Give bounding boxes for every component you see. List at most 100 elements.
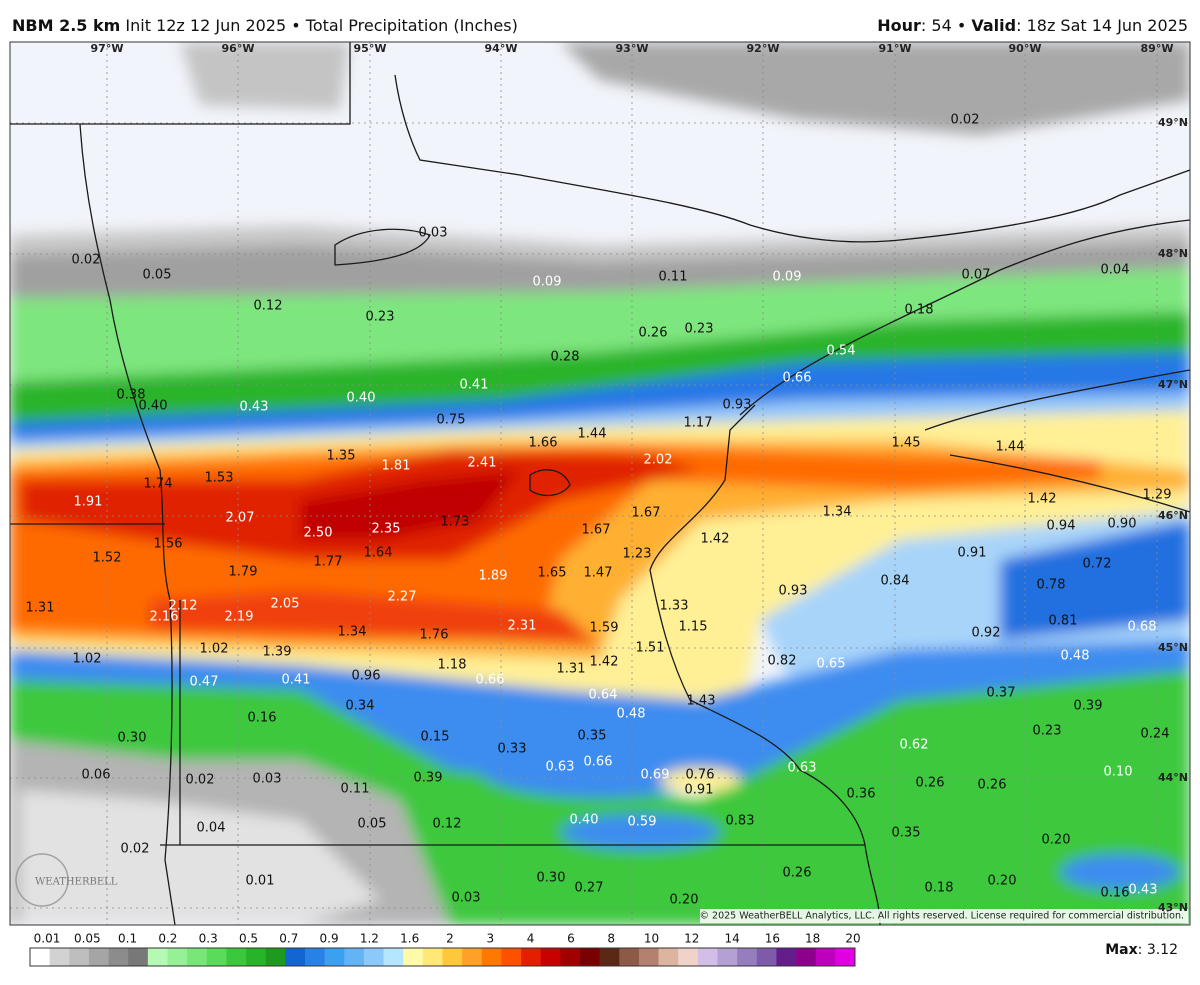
precip-value-label: 0.03 bbox=[253, 772, 282, 787]
precip-value-label: 0.76 bbox=[686, 768, 715, 783]
precip-value-label: 0.64 bbox=[589, 688, 618, 703]
precip-value-label: 0.02 bbox=[121, 842, 150, 857]
precip-value-label: 0.37 bbox=[987, 686, 1016, 701]
precip-value-label: 0.03 bbox=[452, 891, 481, 906]
precip-value-label: 0.66 bbox=[476, 673, 505, 688]
borders bbox=[10, 42, 1190, 925]
precip-value-label: 0.04 bbox=[197, 821, 226, 836]
separator: • bbox=[291, 16, 300, 35]
longitude-label: 94°W bbox=[485, 42, 518, 55]
precip-value-label: 0.20 bbox=[988, 874, 1017, 889]
precip-value-label: 0.59 bbox=[628, 815, 657, 830]
precip-value-label: 1.33 bbox=[660, 599, 689, 614]
precip-value-label: 0.35 bbox=[578, 729, 607, 744]
colorbar-swatch bbox=[658, 948, 679, 966]
hour-key: Hour bbox=[877, 16, 921, 35]
precip-value-label: 0.43 bbox=[240, 400, 269, 415]
precip-value-label: 0.91 bbox=[685, 783, 714, 798]
precip-value-label: 1.91 bbox=[74, 495, 103, 510]
colorbar-label: 18 bbox=[805, 932, 820, 946]
precip-value-label: 1.17 bbox=[684, 416, 713, 431]
precip-value-label: 0.36 bbox=[847, 787, 876, 802]
max-number: : 3.12 bbox=[1138, 942, 1178, 958]
colorbar-swatch bbox=[30, 948, 50, 966]
header-left: NBM 2.5 km Init 12z 12 Jun 2025 • Total … bbox=[12, 16, 518, 35]
value-labels: 0.03 0.02 0.05 0.09 0.11 0.09 0.07 0.04 0.02 0.12… bbox=[26, 113, 1172, 908]
precip-value-label: 0.81 bbox=[1049, 614, 1078, 629]
colorbar: 0.01 0.05 0.1 0.2 0.3 0.5 0.7 0.9 1.2 1.6 2 3 4 6 8 10 1… bbox=[29, 932, 861, 967]
precip-value-label: 1.67 bbox=[582, 523, 611, 538]
colorbar-label: 0.5 bbox=[239, 932, 258, 946]
precip-value-label: 0.11 bbox=[341, 782, 370, 797]
precip-value-label: 0.39 bbox=[414, 771, 443, 786]
precip-value-label: 0.38 bbox=[117, 388, 146, 403]
colorbar-swatch bbox=[363, 948, 384, 966]
colorbar-swatch bbox=[560, 948, 581, 966]
precip-value-label: 1.43 bbox=[687, 694, 716, 709]
precip-value-label: 0.01 bbox=[246, 874, 275, 889]
precip-value-label: 0.15 bbox=[421, 730, 450, 745]
precip-value-label: 0.40 bbox=[347, 391, 376, 406]
longitude-label: 91°W bbox=[879, 42, 912, 55]
precip-value-label: 1.02 bbox=[200, 642, 229, 657]
precip-value-label: 0.30 bbox=[537, 871, 566, 886]
colorbar-swatch bbox=[638, 948, 659, 966]
precip-value-label: 1.31 bbox=[26, 601, 55, 616]
precip-value-label: 0.05 bbox=[358, 817, 387, 832]
colorbar-label: 3 bbox=[486, 932, 494, 946]
map-area: 0.03 0.02 0.05 0.09 0.11 0.09 0.07 0.04 0.02 0.12… bbox=[10, 42, 1190, 925]
colorbar-label: 0.7 bbox=[279, 932, 298, 946]
precip-value-label: 0.02 bbox=[951, 113, 980, 128]
precip-value-label: 1.29 bbox=[1143, 488, 1172, 503]
precip-value-label: 0.41 bbox=[460, 378, 489, 393]
precip-value-label: 0.26 bbox=[639, 326, 668, 341]
colorbar-swatch bbox=[442, 948, 463, 966]
precip-value-label: 0.78 bbox=[1037, 578, 1066, 593]
precip-value-label: 0.65 bbox=[817, 657, 846, 672]
precip-value-label: 1.52 bbox=[93, 551, 122, 566]
colorbar-swatch bbox=[69, 948, 90, 966]
precip-value-label: 2.41 bbox=[468, 456, 497, 471]
longitude-label: 92°W bbox=[747, 42, 780, 55]
colorbar-label: 0.01 bbox=[34, 932, 61, 946]
latitude-label: 46°N bbox=[1158, 509, 1188, 522]
precip-value-label: 0.47 bbox=[190, 675, 219, 690]
precip-value-label: 1.77 bbox=[314, 555, 343, 570]
precip-value-label: 1.39 bbox=[263, 645, 292, 660]
precip-value-label: 0.26 bbox=[783, 866, 812, 881]
colorbar-swatch bbox=[540, 948, 561, 966]
product: Total Precipitation (Inches) bbox=[305, 16, 518, 35]
precip-value-label: 0.66 bbox=[584, 755, 613, 770]
colorbar-swatch bbox=[599, 948, 620, 966]
precip-value-label: 1.89 bbox=[479, 569, 508, 584]
colorbar-swatch bbox=[521, 948, 542, 966]
precip-value-label: 0.09 bbox=[533, 275, 562, 290]
latitude-label: 47°N bbox=[1158, 378, 1188, 391]
precip-value-label: 1.44 bbox=[578, 427, 607, 442]
colorbar-swatch bbox=[285, 948, 306, 966]
colorbar-label: 0.2 bbox=[158, 932, 177, 946]
precip-value-label: 0.28 bbox=[551, 350, 580, 365]
precip-value-label: 1.81 bbox=[382, 459, 411, 474]
precip-value-label: 0.24 bbox=[1141, 727, 1170, 742]
precip-value-label: 0.93 bbox=[723, 398, 752, 413]
precip-value-label: 0.20 bbox=[1042, 833, 1071, 848]
precip-value-label: 2.07 bbox=[226, 511, 255, 526]
latitude-label: 45°N bbox=[1158, 641, 1188, 654]
colorbar-label: 0.9 bbox=[320, 932, 339, 946]
colorbar-label: 0.05 bbox=[74, 932, 101, 946]
latitude-label: 48°N bbox=[1158, 247, 1188, 260]
precip-value-label: 0.12 bbox=[254, 299, 283, 314]
precip-value-label: 1.34 bbox=[823, 505, 852, 520]
colorbar-swatch bbox=[226, 948, 247, 966]
precip-value-label: 0.12 bbox=[433, 817, 462, 832]
precip-value-label: 2.16 bbox=[150, 610, 179, 625]
colorbar-swatch bbox=[108, 948, 129, 966]
precip-value-label: 0.90 bbox=[1108, 517, 1137, 532]
precip-value-label: 1.76 bbox=[420, 628, 449, 643]
precip-value-label: 1.42 bbox=[1028, 492, 1057, 507]
precip-value-label: 0.02 bbox=[72, 253, 101, 268]
precip-value-label: 0.26 bbox=[916, 776, 945, 791]
precip-value-label: 0.26 bbox=[978, 778, 1007, 793]
precip-value-label: 1.02 bbox=[73, 652, 102, 667]
